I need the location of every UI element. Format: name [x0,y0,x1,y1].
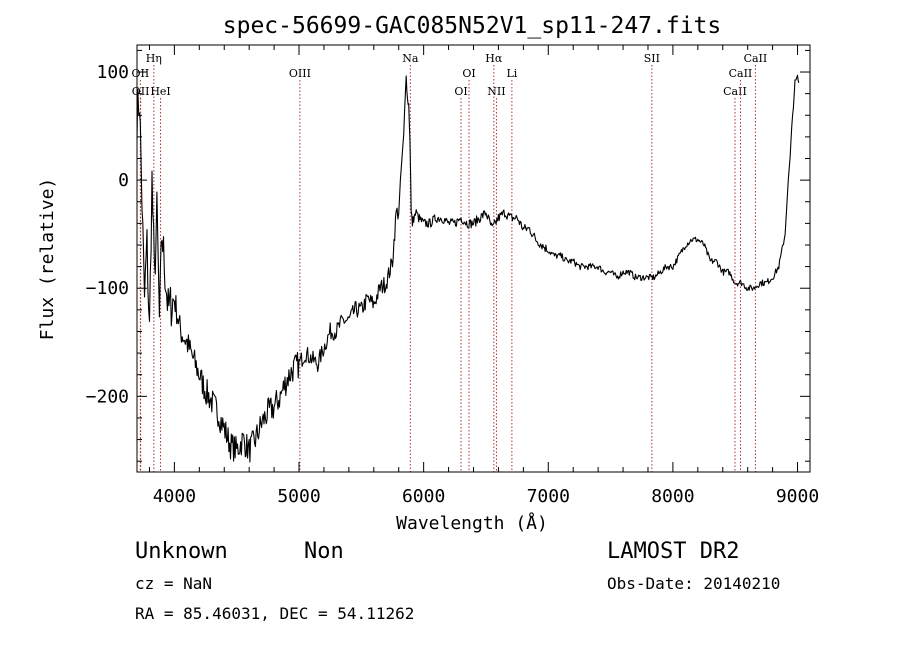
plot-frame [136,44,811,473]
spectral-line-label: SII [644,52,660,65]
spectral-line-label: Na [402,52,419,65]
obs-date-label: Obs-Date: 20140210 [607,574,781,593]
spectrum-series-line [136,74,800,463]
y-tick-label: 0 [118,170,129,191]
spectral-line-label: OI [462,67,475,80]
x-axis-label: Wavelength (Å) [396,512,548,534]
spectral-line-label: Hη [146,52,162,65]
spectral-line-label: Li [506,67,517,80]
spectral-line-label: OIII [289,67,311,80]
spectral-line-label: HeI [150,85,170,98]
spectral-line-label: CaII [729,67,753,80]
y-axis-label: Flux (relative) [37,178,58,341]
x-tick-label: 5000 [277,486,320,507]
x-tick-label: 6000 [402,486,445,507]
spectral-line-label: OII [132,67,150,80]
spectral-line-label: CaII [744,52,768,65]
x-tick-label: 9000 [776,486,819,507]
subclass-label: Non [304,539,344,564]
class-label: Unknown [135,539,228,564]
y-tick-label: −100 [86,278,129,299]
axis-ticks: 4000 5000 6000 7000 8000 9000 100 0 −100 −200 [86,45,819,507]
chart-title: spec-56699-GAC085N52V1_sp11-247.fits [223,13,722,39]
x-tick-label: 7000 [527,486,570,507]
survey-label: LAMOST DR2 [607,539,740,564]
spectral-line-label: OII [132,85,150,98]
spectral-line-label: OI [454,85,467,98]
redshift-label: cz = NaN [135,574,213,593]
spectral-line-label: NII [487,85,505,98]
y-tick-label: 100 [96,62,129,83]
x-tick-label: 4000 [153,486,196,507]
spectral-line-label: Hα [485,52,503,65]
x-tick-label: 8000 [651,486,694,507]
spectral-line-label: CaII [723,85,747,98]
coordinates-label: RA = 85.46031, DEC = 54.11262 [135,604,415,623]
y-tick-label: −200 [86,386,129,407]
